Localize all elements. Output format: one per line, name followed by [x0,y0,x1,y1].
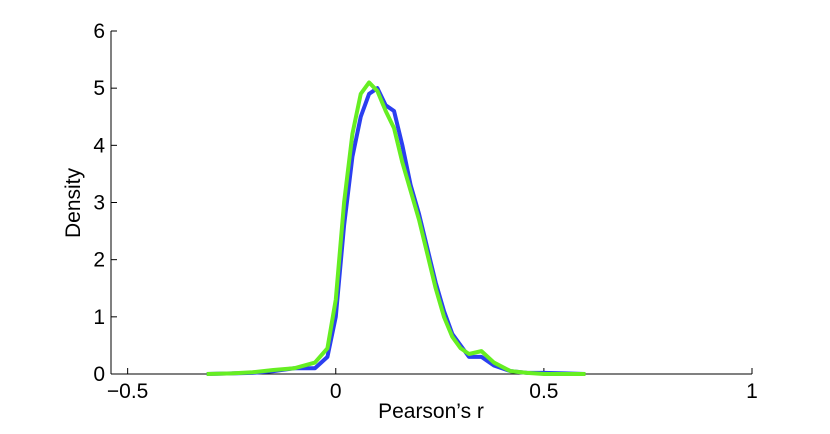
y-tick-label: 2 [93,249,105,272]
density-line [206,80,586,376]
x-tick-label: 1 [746,380,758,403]
y-tick-label: 4 [93,134,105,157]
density-line [206,86,586,376]
y-tick-label: 3 [93,192,105,215]
x-tick-label: −0.5 [107,380,148,403]
x-tick-label: 0.5 [529,380,558,403]
y-tick-label: 5 [93,77,105,100]
y-tick-label: 6 [93,20,105,43]
y-axis-label: Density [62,167,85,238]
y-tick-label: 1 [93,306,105,329]
x-tick-label: 0 [330,380,342,403]
x-axis-label: Pearson’s r [378,400,484,423]
y-tick-label: 0 [93,363,105,386]
